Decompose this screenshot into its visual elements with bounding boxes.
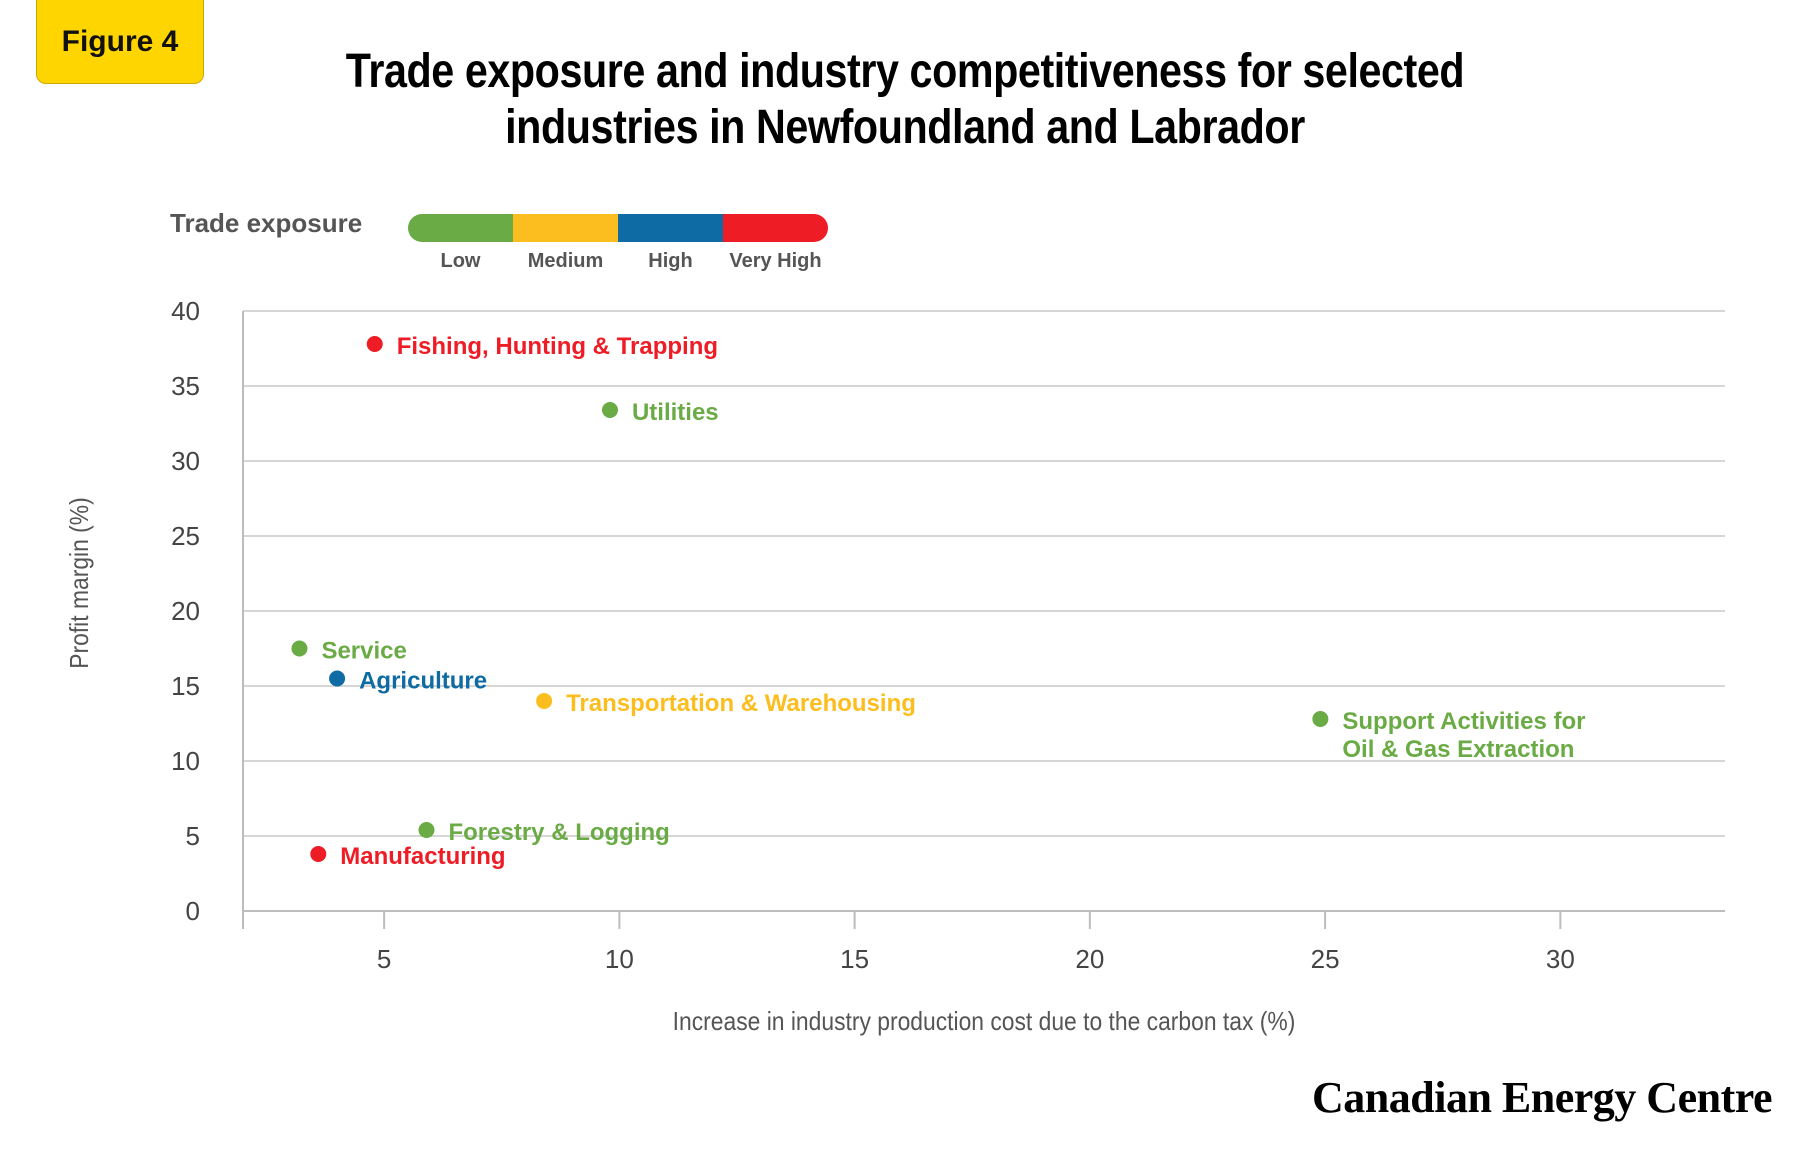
legend-swatch-very-high bbox=[723, 214, 828, 242]
legend-label-low: Low bbox=[440, 250, 481, 272]
y-tick-label: 40 bbox=[171, 296, 200, 326]
figure-label-badge: Figure 4 bbox=[36, 0, 204, 84]
x-axis-title: Increase in industry production cost due… bbox=[673, 1008, 1296, 1037]
data-point bbox=[418, 822, 435, 838]
data-point-label: Fishing, Hunting & Trapping bbox=[397, 333, 718, 360]
legend-label-medium: Medium bbox=[527, 250, 604, 272]
data-point bbox=[536, 693, 553, 709]
x-tick-label: 10 bbox=[605, 944, 634, 974]
x-tick-label: 30 bbox=[1546, 944, 1575, 974]
data-point bbox=[601, 402, 618, 418]
data-point bbox=[310, 846, 327, 862]
chart-title: Trade exposure and industry competitiven… bbox=[345, 45, 1465, 154]
legend-swatch-medium bbox=[513, 214, 618, 242]
data-point bbox=[291, 640, 308, 657]
legend-swatch-low bbox=[408, 214, 513, 242]
legend-swatch-high bbox=[618, 214, 723, 242]
data-point-label: Support Activities for Oil & Gas Extracti… bbox=[1342, 708, 1585, 763]
y-tick-label: 35 bbox=[171, 371, 200, 401]
y-tick-label: 30 bbox=[171, 446, 200, 476]
y-tick-label: 5 bbox=[186, 821, 200, 851]
legend-title: Trade exposure bbox=[170, 208, 363, 238]
data-point-label: Forestry & Logging bbox=[448, 819, 669, 846]
data-point-label: Agriculture bbox=[359, 668, 487, 695]
x-tick-label: 25 bbox=[1311, 944, 1340, 974]
data-point-label: Manufacturing bbox=[340, 843, 505, 870]
data-point bbox=[1312, 711, 1329, 727]
y-tick-label: 20 bbox=[171, 596, 200, 626]
data-point bbox=[329, 670, 346, 687]
y-tick-label: 0 bbox=[186, 896, 200, 926]
legend-label-very-high: Very High bbox=[729, 250, 822, 272]
brand-logo-text: Canadian Energy Centre bbox=[1312, 1073, 1772, 1122]
y-tick-label: 25 bbox=[171, 521, 200, 551]
x-tick-label: 20 bbox=[1075, 944, 1104, 974]
y-tick-label: 10 bbox=[171, 746, 200, 776]
y-tick-label: 15 bbox=[171, 671, 200, 701]
data-point bbox=[366, 336, 383, 352]
legend-labels: Low Medium High Very High bbox=[408, 250, 828, 273]
data-point-label: Service bbox=[321, 638, 406, 665]
x-tick-label: 15 bbox=[840, 944, 869, 974]
data-point-label: Transportation & Warehousing bbox=[566, 690, 916, 717]
data-point-label: Utilities bbox=[632, 399, 719, 426]
legend-color-bar bbox=[408, 214, 828, 242]
legend-label-high: High bbox=[648, 250, 693, 272]
y-axis-title: Profit margin (%) bbox=[66, 497, 95, 668]
x-tick-label: 5 bbox=[377, 944, 391, 974]
